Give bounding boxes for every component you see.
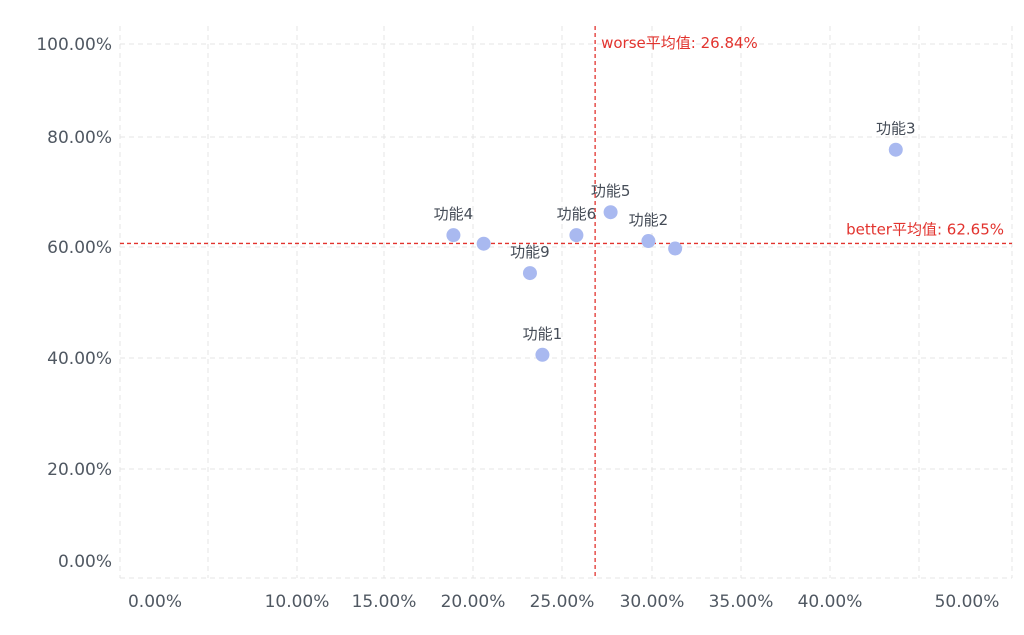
y-axis: 100.00% 80.00% 60.00% 40.00% 20.00% 0.00… [36, 35, 112, 572]
x-tick-label: 30.00% [620, 592, 685, 612]
x-tick-label: 35.00% [709, 592, 774, 612]
y-tick-label: 20.00% [47, 460, 112, 480]
data-point [668, 241, 683, 256]
y-tick-label: 60.00% [47, 238, 112, 258]
data-point-label: 功能4 [434, 205, 474, 223]
data-point-label: 功能2 [629, 211, 669, 229]
data-point [888, 142, 903, 157]
data-point [446, 228, 461, 243]
data-point [603, 205, 618, 220]
x-tick-label: 10.00% [265, 592, 330, 612]
data-point [476, 236, 491, 251]
y-tick-label: 40.00% [47, 349, 112, 369]
x-tick-label: 20.00% [441, 592, 506, 612]
x-tick-label: 50.00% [935, 592, 1000, 612]
data-point [522, 266, 537, 281]
y-tick-label: 80.00% [47, 128, 112, 148]
y-tick-label: 0.00% [58, 552, 112, 572]
x-tick-label: 15.00% [352, 592, 417, 612]
data-point-label: 功能3 [876, 120, 916, 138]
data-point-label: 功能9 [510, 243, 550, 261]
data-points: 功能1 功能2 功能3 功能4 功能5 功能6 功能9 [434, 120, 916, 362]
x-tick-label: 0.00% [128, 592, 182, 612]
x-tick-label: 40.00% [798, 592, 863, 612]
better-average-label: better平均值: 62.65% [846, 220, 1004, 238]
data-point [641, 234, 656, 249]
data-point-label: 功能5 [591, 182, 631, 200]
x-tick-label: 25.00% [530, 592, 595, 612]
data-point-label: 功能1 [523, 325, 563, 343]
reference-lines: worse平均值: 26.84% better平均值: 62.65% [120, 26, 1012, 578]
x-axis: 0.00% 10.00% 15.00% 20.00% 25.00% 30.00%… [128, 592, 999, 612]
data-point-label: 功能6 [557, 205, 597, 223]
data-point [535, 347, 550, 362]
data-point [569, 228, 584, 243]
grid-lines [119, 26, 1013, 579]
worse-average-label: worse平均值: 26.84% [601, 34, 758, 52]
y-tick-label: 100.00% [36, 35, 112, 55]
